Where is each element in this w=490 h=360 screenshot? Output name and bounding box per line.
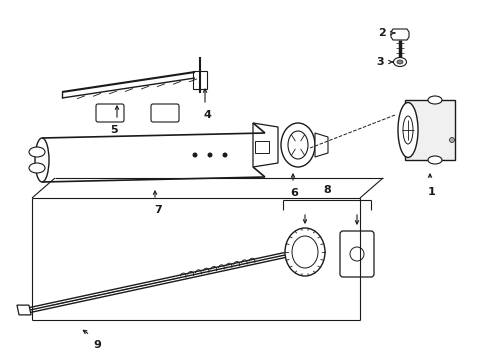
FancyBboxPatch shape [151,104,179,122]
FancyBboxPatch shape [96,104,124,122]
Text: 2: 2 [378,28,386,38]
Text: 3: 3 [376,57,384,67]
Text: 4: 4 [203,110,211,120]
Bar [193,71,207,89]
FancyBboxPatch shape [340,231,374,277]
Text: 7: 7 [154,205,162,215]
Ellipse shape [29,147,45,157]
Polygon shape [315,133,328,157]
Text: 1: 1 [428,187,436,197]
Ellipse shape [35,138,49,182]
Ellipse shape [398,103,418,158]
Ellipse shape [428,96,442,104]
Polygon shape [253,123,278,167]
Ellipse shape [428,156,442,164]
Ellipse shape [393,58,407,67]
Ellipse shape [29,163,45,173]
Ellipse shape [449,138,455,143]
Text: 9: 9 [93,340,101,350]
Bar [347,241,363,267]
Ellipse shape [281,123,315,167]
Text: 6: 6 [290,188,298,198]
Circle shape [207,153,213,158]
Circle shape [222,153,227,158]
Text: 5: 5 [110,125,118,135]
Bar [255,141,269,153]
Polygon shape [405,100,455,160]
Text: 8: 8 [323,185,331,195]
Ellipse shape [285,228,325,276]
Circle shape [193,153,197,158]
Ellipse shape [397,60,403,64]
Polygon shape [17,305,31,315]
Polygon shape [391,29,409,40]
